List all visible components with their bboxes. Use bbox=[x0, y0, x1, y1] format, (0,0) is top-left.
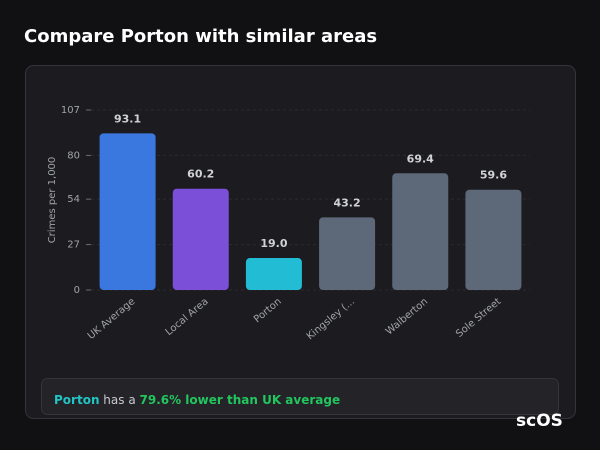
y-tick-label: 0 bbox=[74, 285, 80, 296]
note: Porton has a 79.6% lower than UK average bbox=[54, 393, 340, 407]
y-tick-label: 27 bbox=[67, 240, 80, 251]
value-label: 69.4 bbox=[407, 152, 434, 165]
value-label: 93.1 bbox=[114, 112, 141, 125]
note-area: Porton bbox=[54, 393, 99, 407]
logo: scOS bbox=[516, 411, 563, 431]
bar bbox=[319, 217, 376, 290]
value-label: 60.2 bbox=[187, 168, 214, 181]
bar bbox=[99, 133, 156, 290]
card bbox=[25, 65, 576, 419]
bar bbox=[392, 173, 449, 290]
value-label: 19.0 bbox=[260, 237, 287, 250]
note-box bbox=[41, 378, 559, 415]
value-label: 59.6 bbox=[480, 169, 507, 182]
note-highlight: 79.6% lower than UK average bbox=[140, 393, 341, 407]
y-tick-label: 80 bbox=[67, 150, 80, 161]
value-label: 43.2 bbox=[334, 196, 361, 209]
page-title: Compare Porton with similar areas bbox=[24, 26, 377, 47]
y-tick-label: 107 bbox=[61, 105, 80, 116]
y-tick-label: 54 bbox=[67, 194, 80, 205]
y-axis-label: Crimes per 1,000 bbox=[47, 157, 58, 244]
bar bbox=[465, 189, 522, 290]
bar bbox=[245, 258, 302, 290]
bar bbox=[172, 188, 229, 290]
note-text: has a bbox=[99, 393, 139, 407]
